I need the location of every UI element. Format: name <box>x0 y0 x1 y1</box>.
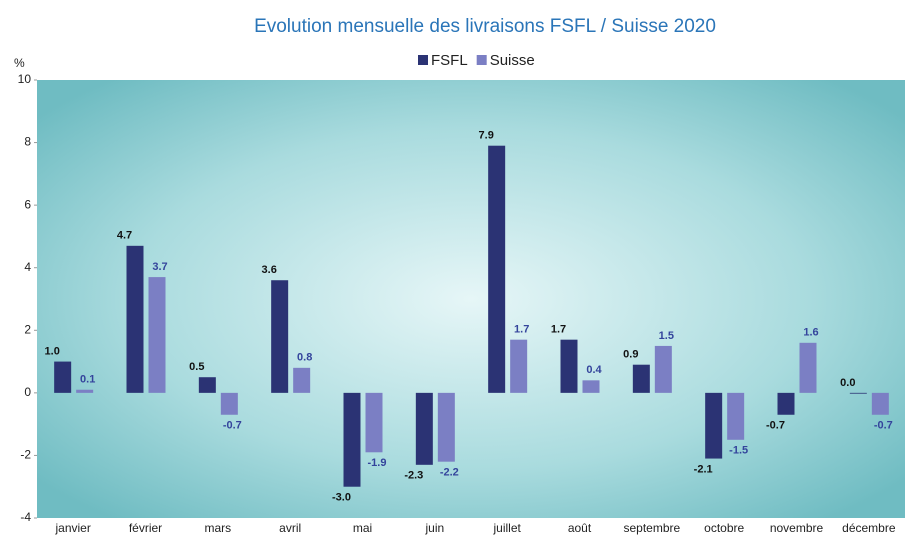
y-tick-label: 10 <box>18 72 32 86</box>
y-tick-label: 4 <box>24 260 31 274</box>
value-label: 0.8 <box>297 352 312 364</box>
x-tick-label: janvier <box>54 521 90 535</box>
bar <box>54 361 72 393</box>
x-tick-label: juillet <box>492 521 521 535</box>
bar <box>126 245 144 393</box>
bar <box>582 380 600 393</box>
bar <box>415 392 433 465</box>
x-tick-label: février <box>129 521 162 535</box>
value-label: 1.7 <box>551 324 566 336</box>
value-label: 7.9 <box>479 130 494 142</box>
bar <box>488 145 506 393</box>
value-label: 0.5 <box>189 361 204 373</box>
bar <box>871 392 889 415</box>
y-tick-label: 8 <box>24 135 31 149</box>
value-label: -2.2 <box>440 467 459 479</box>
bar <box>654 345 672 393</box>
value-label: 1.6 <box>803 327 818 339</box>
bar <box>632 364 650 393</box>
bar <box>343 392 361 487</box>
value-label: 1.5 <box>659 330 674 342</box>
bar <box>365 392 383 453</box>
y-axis-label: % <box>14 56 25 70</box>
bar <box>705 392 723 459</box>
x-tick-label: août <box>568 521 592 535</box>
value-label: 0.0 <box>840 377 855 389</box>
value-label: 1.0 <box>45 345 60 357</box>
value-label: 1.7 <box>514 324 529 336</box>
legend-swatch <box>476 55 487 65</box>
bar <box>293 367 311 393</box>
y-tick-label: 6 <box>24 197 31 211</box>
bar <box>76 389 94 393</box>
value-label: 3.7 <box>152 261 167 273</box>
chart-title: Evolution mensuelle des livraisons FSFL … <box>254 16 716 37</box>
value-label: -3.0 <box>332 492 351 504</box>
x-tick-label: juin <box>424 521 444 535</box>
value-label: -2.1 <box>694 463 713 475</box>
value-label: 0.9 <box>623 349 638 361</box>
x-tick-label: septembre <box>623 521 680 535</box>
bar <box>198 377 216 393</box>
x-tick-label: octobre <box>704 521 744 535</box>
x-tick-label: avril <box>279 521 301 535</box>
value-label: -1.9 <box>368 457 387 469</box>
legend-label: Suisse <box>490 52 535 69</box>
x-tick-label: décembre <box>842 521 896 535</box>
y-tick-label: 0 <box>24 385 31 399</box>
y-tick-label: -2 <box>20 448 31 462</box>
bar <box>271 280 289 393</box>
legend-swatch <box>418 55 428 65</box>
value-label: 0.4 <box>586 364 602 376</box>
legend-label: FSFL <box>431 52 468 69</box>
bar <box>727 392 745 440</box>
value-label: 0.1 <box>80 374 95 386</box>
x-tick-label: mai <box>353 521 372 535</box>
bar <box>148 277 166 393</box>
value-label: 3.6 <box>262 264 277 276</box>
value-label: -0.7 <box>766 420 785 432</box>
x-tick-label: mars <box>204 521 231 535</box>
value-label: -2.3 <box>404 470 423 482</box>
value-label: -1.5 <box>729 445 748 457</box>
value-label: 4.7 <box>117 230 132 242</box>
value-label: -0.7 <box>223 420 242 432</box>
bar <box>437 392 455 462</box>
value-label: -0.7 <box>874 420 893 432</box>
bar <box>220 392 238 415</box>
y-tick-label: 2 <box>24 322 31 336</box>
bar <box>799 342 817 393</box>
plot-background <box>37 80 905 518</box>
x-tick-label: novembre <box>770 521 824 535</box>
y-tick-label: -4 <box>20 510 31 524</box>
bar <box>560 339 578 393</box>
bar <box>849 392 867 394</box>
bar <box>777 392 795 415</box>
bar <box>510 339 528 393</box>
